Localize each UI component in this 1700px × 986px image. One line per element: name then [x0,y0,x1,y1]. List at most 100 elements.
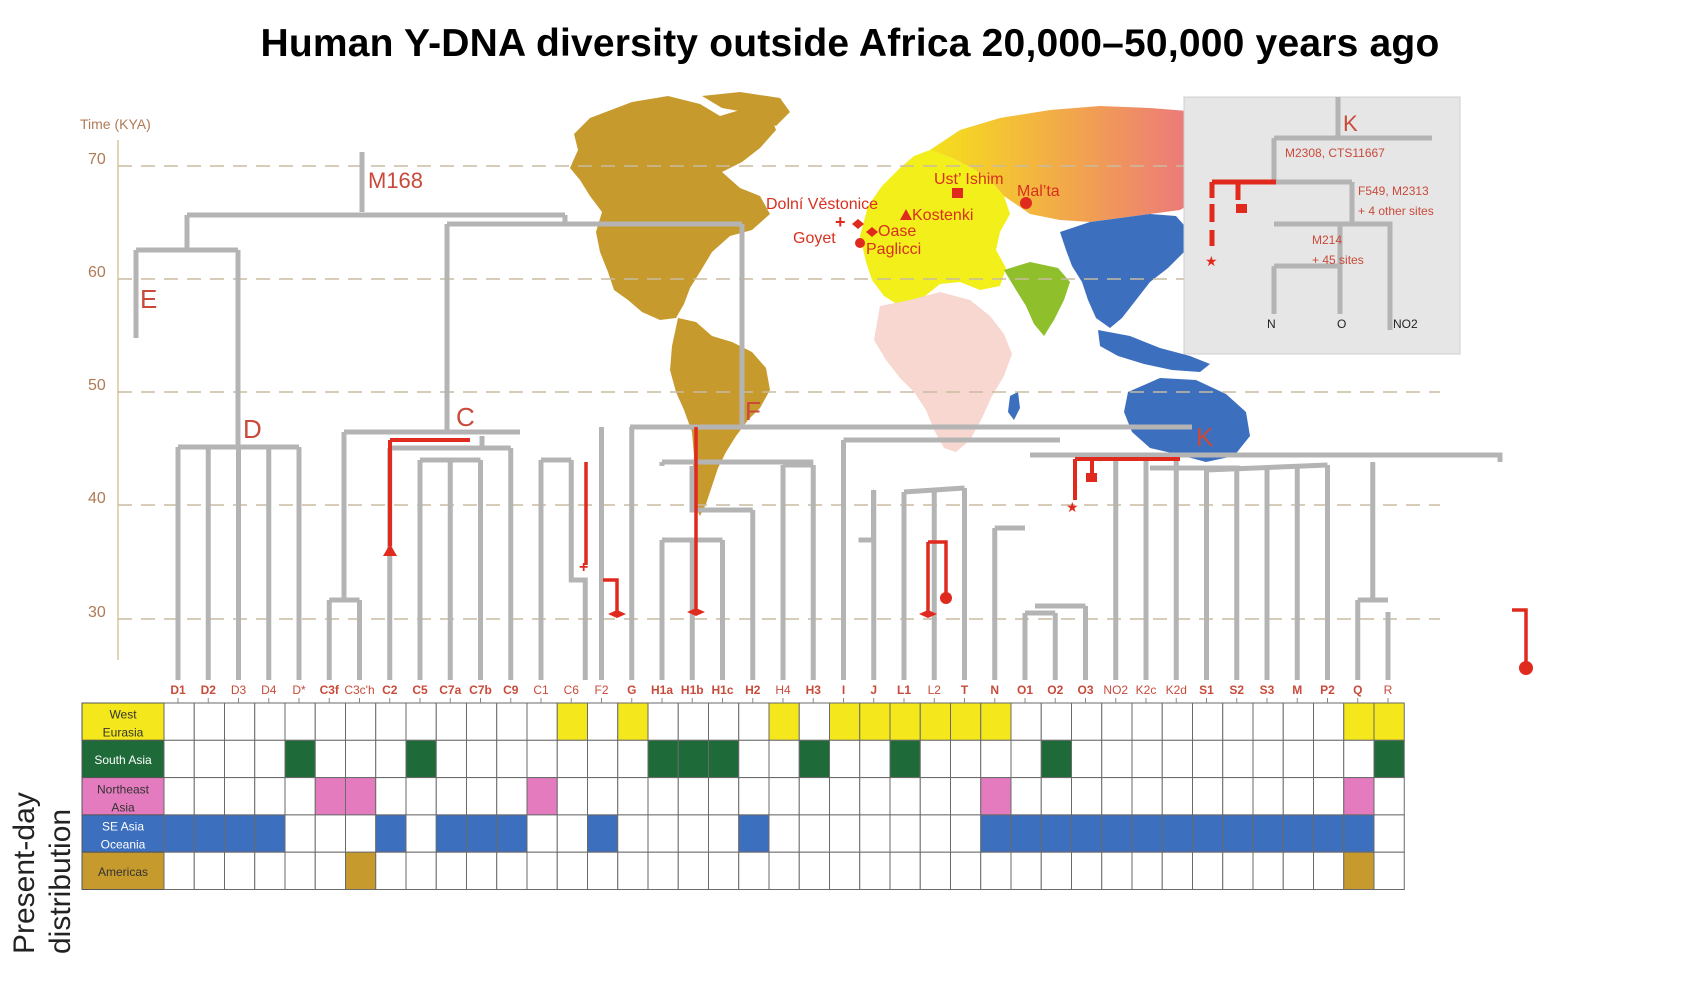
distribution-cell [163,777,195,816]
distribution-cell [435,814,467,853]
phylogenetic-tree: M168 E D C F K + ★ [133,152,1533,680]
distribution-cell [617,814,649,853]
distribution-cell [1010,814,1042,853]
distribution-cell [314,851,346,891]
distribution-cell [1131,851,1163,891]
haplogroup-label-l2: L2 [928,683,942,697]
distribution-cell [556,814,588,853]
map-se-asia [1098,330,1210,372]
distribution-cell [405,739,437,779]
distribution-cell [405,851,437,891]
haplogroup-label-h3: H3 [806,683,822,697]
haplogroup-labels: D1 D2 D3 D4 D* C3f C3c'h C2 C5 C7a C7b C9 C1 C6 F2 G H1a… [170,683,1392,697]
distribution-cell [798,851,830,891]
haplogroup-label-m: M [1292,683,1302,697]
haplogroup-label-h1c: H1c [711,683,733,697]
distribution-cell [1313,739,1345,779]
distribution-cell [284,814,316,853]
distribution-cell [435,777,467,816]
haplogroup-label-c5: C5 [412,683,428,697]
distribution-cell [1252,851,1284,891]
site-marker-ustishim [952,188,963,198]
distribution-cell [224,739,256,779]
map-north-eurasia [930,106,1250,222]
ancient-lineage-kostenki [388,438,470,546]
branch-k [1030,452,1503,462]
distribution-cell [980,851,1012,891]
distribution-cell [1192,851,1224,891]
ancient-marker-ustishim-square [1086,473,1097,482]
distribution-cell [345,702,377,741]
distribution-cell [1161,739,1193,779]
k-inset-panel: ★ K M2308, CTS11667 F549, M2313 + 4 other si… [1183,96,1461,355]
distribution-cell [1282,739,1314,779]
site-marker-kostenki [900,209,912,220]
distribution-cell [829,851,861,891]
distribution-cell [1101,739,1133,779]
distribution-cell [375,814,407,853]
site-label-paglicci: Paglicci [866,241,921,258]
haplogroup-label-c6: C6 [564,683,580,697]
distribution-cell [224,702,256,741]
ancient-marker-dolni [608,610,626,618]
ancient-marker-star: ★ [1066,500,1079,516]
site-label-goyet: Goyet [793,230,836,247]
distribution-cell [889,814,921,853]
distribution-cell [526,777,558,816]
haplogroup-label-c3f: C3f [320,683,340,697]
distribution-cell [1282,851,1314,891]
region-label-text: Americas [98,865,148,879]
inset-branch-no [1271,263,1343,314]
distribution-cell [345,739,377,779]
distribution-cell [1071,739,1103,779]
distribution-cell [1252,777,1284,816]
distribution-cell [345,777,377,816]
distribution-cell [1343,851,1375,891]
region-label-text: Northeast [97,782,150,796]
inset-star-marker: ★ [1205,254,1218,270]
inset-ancient-square [1236,204,1247,213]
distribution-cell [1040,777,1072,816]
distribution-cell [1222,777,1254,816]
inset-label-m214-sub: + 45 sites [1312,253,1364,267]
distribution-cell [435,702,467,741]
branch-c6 [568,460,588,680]
clade-label-d: D [243,414,262,444]
distribution-cell [556,702,588,741]
haplogroup-label-l1: L1 [897,683,911,697]
distribution-cell [738,702,770,741]
distribution-cell [1131,739,1163,779]
distribution-cell [738,739,770,779]
site-label-dolni: Dolní Věstonice [766,196,878,213]
world-map [570,92,1250,516]
distribution-cell [617,851,649,891]
haplogroup-label-c9: C9 [503,683,519,697]
distribution-cell [768,777,800,816]
ancient-marker-malta [940,592,952,604]
distribution-cell [1313,814,1345,853]
distribution-cell [526,739,558,779]
distribution-cell [1071,814,1103,853]
distribution-cell [1010,777,1042,816]
haplogroup-label-s1: S1 [1199,683,1214,697]
clade-label-e: E [140,284,157,314]
inset-leaf-n: N [1267,317,1276,331]
haplogroup-label-c3ch: C3c'h [344,683,374,697]
site-label-malta: Mal’ta [1017,183,1060,200]
distribution-cell [1373,851,1405,891]
distribution-cell [859,777,891,816]
distribution-cell [587,777,619,816]
distribution-cell [1071,702,1103,741]
distribution-cell [1282,814,1314,853]
distribution-cell [617,702,649,741]
map-greenland [702,92,790,126]
inset-leaf-no2: NO2 [1393,317,1418,331]
distribution-cell [405,814,437,853]
haplogroup-label-g: G [627,683,636,697]
map-north-america [570,96,776,320]
distribution-cell [466,739,498,779]
distribution-cell [254,814,286,853]
distribution-cell [1040,739,1072,779]
distribution-cell [677,739,709,779]
region-label-cell [81,814,165,853]
